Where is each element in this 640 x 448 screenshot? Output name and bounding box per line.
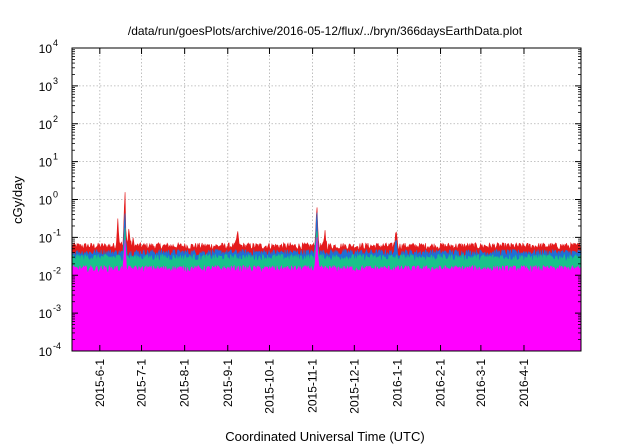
chart-title: /data/run/goesPlots/archive/2016-05-12/f… [128, 24, 523, 38]
series-layer [71, 192, 582, 352]
x-tick-labels: 2015-6-1 2015-7-1 2015-8-1 2015-9-1 2015-10-… [93, 359, 531, 414]
x-tick-label: 2016-3-1 [474, 359, 488, 407]
x-tick-label: 2015-8-1 [178, 359, 192, 407]
x-axis-label: Coordinated Universal Time (UTC) [225, 429, 424, 444]
ticks [72, 47, 581, 352]
y-tick-label-exponent: 3 [53, 76, 58, 86]
y-tick-label: 10 [39, 269, 53, 283]
y-tick-label: 10 [39, 345, 53, 359]
y-tick-label-exponent: -4 [53, 341, 61, 351]
y-tick-label-exponent: 1 [53, 152, 58, 162]
y-tick-label-exponent: 0 [53, 190, 58, 200]
y-tick-label: 10 [39, 156, 53, 170]
x-tick-label: 2015-7-1 [135, 359, 149, 407]
y-tick-label: 10 [39, 42, 53, 56]
y-tick-label: 10 [39, 231, 53, 245]
x-tick-label: 2015-11-1 [306, 359, 320, 413]
x-tick-label: 2015-12-1 [347, 359, 361, 414]
y-tick-label-exponent: -2 [53, 265, 61, 275]
y-tick-label-exponent: 2 [53, 114, 58, 124]
x-tick-label: 2015-6-1 [93, 359, 107, 407]
y-axis-label: cGy/day [10, 176, 25, 224]
y-tick-label-exponent: -1 [53, 227, 61, 237]
x-tick-label: 2015-9-1 [221, 359, 235, 407]
x-tick-label: 2016-2-1 [434, 359, 448, 407]
y-tick-label: 10 [39, 80, 53, 94]
x-tick-label: 2015-10-1 [262, 359, 276, 414]
x-tick-label: 2016-4-1 [517, 359, 531, 407]
y-tick-label: 10 [39, 307, 53, 321]
y-tick-label: 10 [39, 194, 53, 208]
x-tick-label: 2016-1-1 [390, 359, 404, 407]
y-tick-label-exponent: 4 [53, 38, 58, 48]
y-tick-label: 10 [39, 118, 53, 132]
y-tick-label-exponent: -3 [53, 303, 61, 313]
